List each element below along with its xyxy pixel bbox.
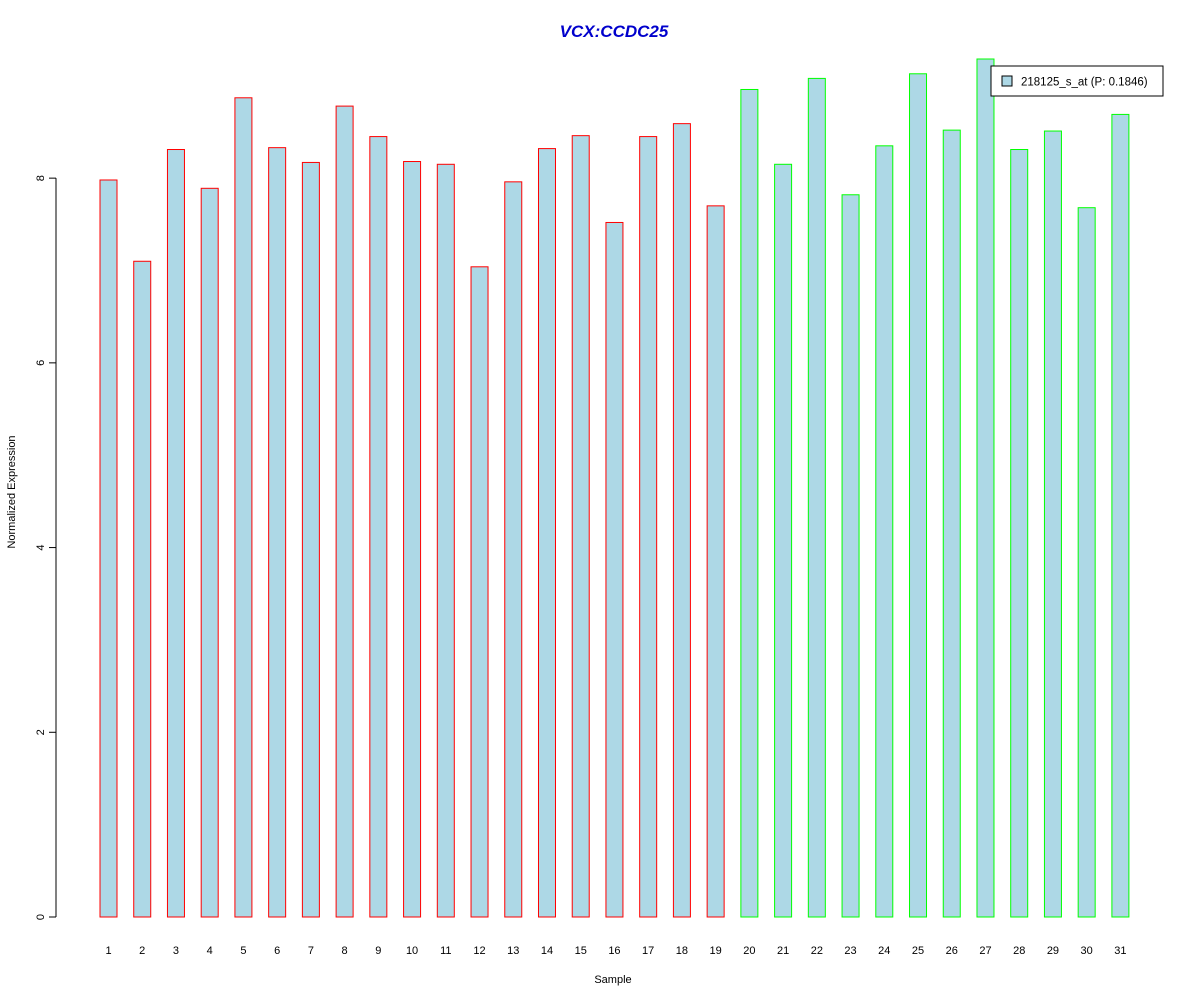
bar-sample-10 — [403, 161, 422, 918]
x-tick-label: 8 — [342, 945, 348, 957]
bar-sample-27 — [976, 58, 995, 918]
y-tick-label: 0 — [35, 914, 47, 920]
bar-sample-20 — [740, 88, 759, 918]
x-tick-label: 16 — [608, 945, 620, 957]
y-tick-label: 4 — [35, 545, 47, 551]
x-tick-label: 23 — [844, 945, 856, 957]
x-tick-label: 4 — [207, 945, 213, 957]
x-tick-label: 25 — [912, 945, 924, 957]
x-tick-label: 11 — [440, 945, 451, 957]
bar-sample-1 — [99, 179, 118, 918]
bar-sample-13 — [504, 181, 523, 918]
x-tick-label: 21 — [777, 945, 789, 957]
bar-sample-30 — [1077, 207, 1096, 918]
y-tick-label: 8 — [35, 175, 47, 181]
x-tick-label: 26 — [946, 945, 958, 957]
bar-sample-17 — [639, 136, 658, 918]
legend-label: 218125_s_at (P: 0.1846) — [1021, 77, 1148, 89]
y-axis: 0 2 4 6 8 — [35, 175, 57, 920]
x-tick-label: 14 — [541, 945, 553, 957]
bar-sample-4 — [200, 187, 219, 918]
bar-sample-29 — [1043, 130, 1062, 918]
bar-sample-19 — [706, 205, 725, 918]
bar-sample-23 — [841, 194, 860, 918]
x-tick-label: 22 — [811, 945, 823, 957]
x-tick-label: 13 — [507, 945, 519, 957]
x-tick-label: 12 — [473, 945, 485, 957]
x-tick-label: 29 — [1047, 945, 1059, 957]
bar-sample-9 — [369, 136, 388, 918]
bar-sample-21 — [774, 163, 793, 918]
legend-box — [990, 65, 1164, 97]
x-tick-label: 24 — [878, 945, 890, 957]
x-tick-label: 15 — [575, 945, 587, 957]
x-tick-label: 28 — [1013, 945, 1025, 957]
bar-sample-26 — [942, 129, 961, 918]
bar-sample-8 — [335, 105, 354, 918]
x-tick-label: 17 — [642, 945, 654, 957]
x-axis-label: Sample — [594, 974, 631, 986]
bar-sample-11 — [436, 163, 455, 918]
bar-sample-16 — [605, 221, 624, 918]
bar-sample-12 — [470, 266, 489, 918]
bar-sample-6 — [268, 147, 287, 918]
x-tick-label: 9 — [375, 945, 381, 957]
y-tick-label: 6 — [35, 360, 47, 366]
x-tick-label: 19 — [710, 945, 722, 957]
x-tick-label: 7 — [308, 945, 314, 957]
bar-sample-25 — [909, 73, 928, 918]
x-tick-label: 20 — [743, 945, 755, 957]
bar-sample-31 — [1111, 113, 1130, 918]
x-tick-label: 2 — [139, 945, 145, 957]
y-axis-label: Normalized Expression — [6, 435, 18, 548]
bar-sample-14 — [537, 148, 556, 918]
x-tick-label: 6 — [274, 945, 280, 957]
x-tick-label: 5 — [240, 945, 246, 957]
legend-swatch — [1001, 75, 1013, 87]
bar-sample-15 — [571, 135, 590, 918]
y-tick-label: 2 — [35, 729, 47, 735]
bar-sample-5 — [234, 97, 253, 918]
bar-sample-2 — [133, 260, 152, 918]
bar-sample-22 — [807, 77, 826, 918]
x-tick-label: 1 — [105, 945, 111, 957]
bar-sample-24 — [875, 145, 894, 918]
bar-sample-18 — [672, 123, 691, 918]
chart-title: VCX:CCDC25 — [560, 22, 669, 41]
x-tick-label: 10 — [406, 945, 418, 957]
x-tick-label: 3 — [173, 945, 179, 957]
x-tick-label: 30 — [1081, 945, 1093, 957]
x-tick-label: 31 — [1114, 945, 1126, 957]
legend: 218125_s_at (P: 0.1846) — [990, 65, 1164, 97]
bar-sample-3 — [166, 149, 185, 918]
bar-sample-28 — [1010, 149, 1029, 918]
bar-sample-7 — [301, 161, 320, 918]
bars-group — [99, 58, 1130, 918]
x-tick-label: 18 — [676, 945, 688, 957]
x-tick-labels: 1 2 3 4 5 6 7 8 9 10 11 12 13 14 15 16 17 18 19 20 21 22 23 24 2… — [105, 945, 1126, 957]
x-tick-label: 27 — [979, 945, 991, 957]
